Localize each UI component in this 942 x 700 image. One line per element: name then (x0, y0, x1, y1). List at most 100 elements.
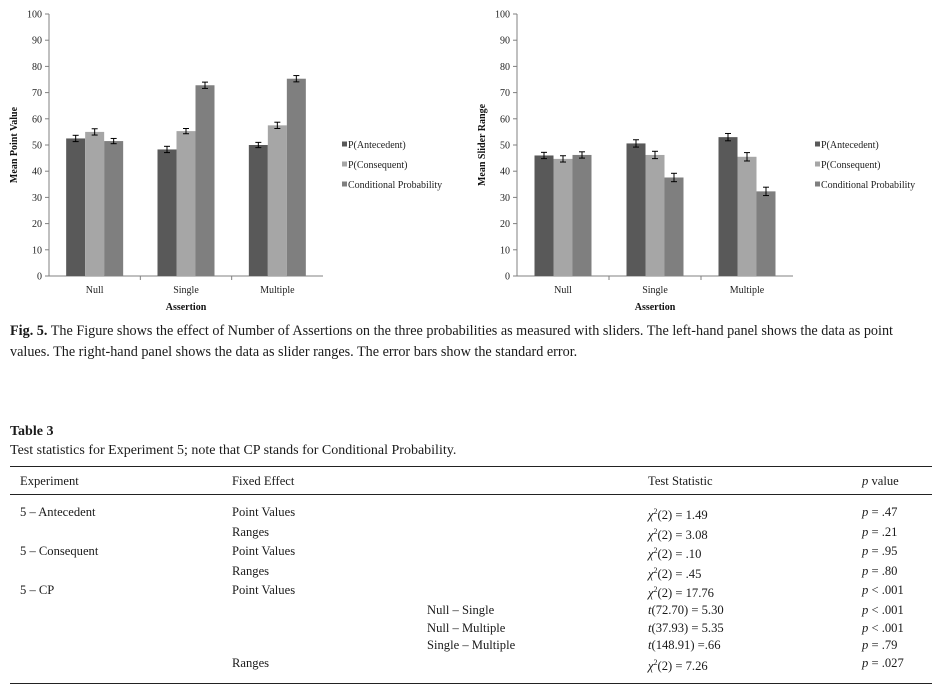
cell-test-statistic: χ2(2) = 17.76 (648, 582, 714, 601)
cell-p-value: p = .95 (862, 543, 897, 559)
cell-test-statistic: χ2(2) = .10 (648, 543, 701, 562)
p-value: = .027 (868, 656, 904, 670)
stat-value: (148.91) =.66 (651, 638, 721, 652)
y-tick-label: 70 (32, 88, 42, 99)
bar (267, 125, 287, 276)
cell-p-value: p < .001 (862, 582, 904, 598)
stat-value: (2) = 17.76 (657, 586, 714, 600)
y-tick-label: 60 (32, 114, 42, 125)
bar (572, 154, 592, 276)
cell-fixed-effect: Point Values (232, 505, 296, 519)
x-tick-label: Null (554, 285, 572, 296)
cell-contrast: Null – Multiple (427, 621, 506, 635)
cell-p-value: p = .21 (862, 524, 897, 540)
bar (553, 158, 573, 276)
header-test-statistic: Test Statistic (648, 474, 713, 488)
bar (737, 156, 757, 276)
y-tick-label: 100 (495, 10, 510, 21)
header-experiment: Experiment (20, 474, 79, 488)
bar (66, 138, 86, 276)
x-axis-label: Assertion (635, 302, 676, 313)
stat-value: (72.70) = 5.30 (651, 603, 724, 617)
stat-value: (2) = .10 (657, 547, 702, 561)
legend-swatch (342, 161, 347, 167)
stat-value: (37.93) = 5.35 (651, 621, 724, 635)
y-axis-label: Mean Point Value (9, 106, 20, 183)
stat-symbol: t (648, 603, 652, 617)
cell-p-value: p = .027 (862, 655, 904, 671)
cell-test-statistic: t(72.70) = 5.30 (648, 602, 724, 618)
bar (195, 85, 215, 276)
cell-test-statistic: t(37.93) = 5.35 (648, 620, 724, 636)
p-letter: p (862, 544, 869, 558)
cell-experiment: 5 – CP (20, 583, 55, 597)
x-tick-label: Single (173, 285, 199, 296)
y-tick-label: 40 (32, 167, 42, 178)
bar (718, 137, 738, 276)
bar (756, 191, 776, 276)
figure-caption-label: Fig. 5. (10, 323, 48, 339)
y-tick-label: 20 (500, 219, 510, 230)
header-value-word: value (871, 474, 899, 488)
cell-test-statistic: t(148.91) =.66 (648, 637, 721, 653)
cell-p-value: p < .001 (862, 620, 904, 636)
slider-range-chart: 0 10 20 30 40 50 60 70 80 90 100 Null Single Multiple… (477, 10, 915, 314)
y-tick-label: 30 (32, 193, 42, 204)
bar (157, 149, 177, 276)
legend-swatch (815, 181, 820, 187)
cell-test-statistic: χ2(2) = 3.08 (648, 524, 708, 543)
legend-label: P(Antecedent) (821, 140, 879, 151)
bar (248, 145, 268, 276)
p-value: < .001 (868, 621, 904, 635)
cell-p-value: p = .80 (862, 563, 897, 579)
cell-p-value: p < .001 (862, 602, 904, 618)
stat-symbol: χ (648, 528, 654, 542)
stat-superscript: 2 (653, 566, 658, 575)
y-tick-label: 70 (500, 88, 510, 99)
p-value: = .80 (868, 564, 898, 578)
table-top-rule (10, 466, 932, 467)
x-tick-label: Multiple (730, 285, 765, 296)
p-value: = .79 (868, 638, 898, 652)
table-caption: Test statistics for Experiment 5; note t… (10, 443, 457, 458)
y-tick-label: 10 (500, 245, 510, 256)
p-value: = .47 (868, 505, 898, 519)
legend-label: Conditional Probability (821, 180, 915, 191)
bar (286, 78, 306, 277)
x-tick-label: Single (642, 285, 668, 296)
stat-value: (2) = 3.08 (657, 528, 708, 542)
bar (645, 154, 665, 276)
legend-label: P(Consequent) (821, 160, 880, 171)
legend-label: Conditional Probability (348, 180, 442, 191)
y-tick-label: 0 (505, 272, 510, 283)
bar (534, 155, 554, 276)
stat-superscript: 2 (653, 658, 658, 667)
p-letter: p (862, 621, 869, 635)
y-tick-label: 0 (37, 272, 42, 283)
bar (104, 141, 124, 276)
header-fixed-effect: Fixed Effect (232, 474, 295, 488)
y-tick-label: 80 (32, 62, 42, 73)
stat-symbol: t (648, 638, 652, 652)
p-letter: p (862, 505, 869, 519)
p-letter: p (862, 564, 869, 578)
stat-symbol: χ (648, 547, 654, 561)
x-tick-label: Multiple (260, 285, 295, 296)
stat-value: (2) = 7.26 (657, 659, 708, 673)
y-tick-label: 40 (500, 167, 510, 178)
legend-label: P(Antecedent) (348, 140, 406, 151)
y-tick-label: 90 (500, 36, 510, 47)
cell-test-statistic: χ2(2) = .45 (648, 563, 701, 582)
stat-symbol: χ (648, 508, 654, 522)
y-tick-label: 80 (500, 62, 510, 73)
stat-value: (2) = 1.49 (657, 508, 708, 522)
stat-value: (2) = .45 (657, 567, 702, 581)
bar (664, 177, 684, 276)
table-bottom-rule (10, 683, 932, 684)
y-tick-label: 30 (500, 193, 510, 204)
stat-symbol: χ (648, 659, 654, 673)
cell-experiment: 5 – Antecedent (20, 505, 96, 519)
stat-superscript: 2 (653, 507, 658, 516)
figure-caption: Fig. 5. The Figure shows the effect of N… (10, 321, 932, 363)
y-tick-label: 100 (27, 10, 42, 21)
